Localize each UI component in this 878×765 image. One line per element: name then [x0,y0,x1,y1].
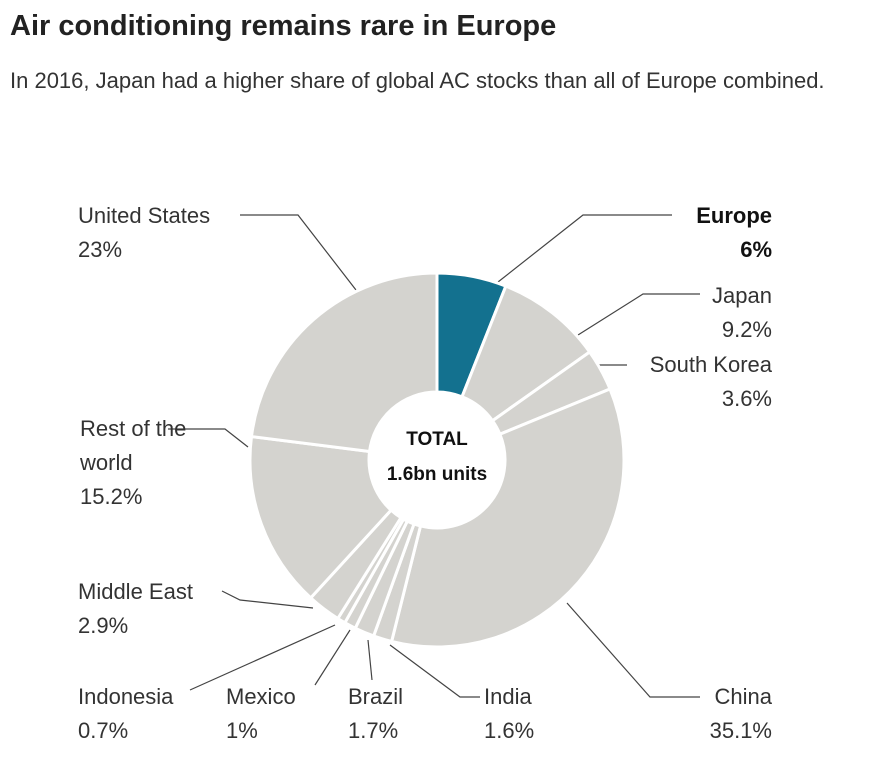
value-label: 0.7% [78,718,129,743]
slice-label: Japan 9.2% [712,279,772,347]
category-name: Indonesia [78,684,174,709]
value-label: 1% [226,718,258,743]
slice [248,434,394,601]
slice-label: United States 23% [78,199,210,267]
slice [389,387,626,649]
slice-label: Indonesia 0.7% [78,680,173,748]
value-label: 1.6% [484,718,535,743]
leader-lines [168,214,700,698]
value-label: 35.1% [709,718,772,743]
value-label: 6% [740,237,772,262]
center-label: 1.6bn units [387,464,487,485]
slices [248,271,626,649]
center-label: TOTAL [406,429,468,450]
slice-label: China 35.1% [710,680,772,748]
subtitle: In 2016, Japan had a higher share of glo… [10,68,825,93]
category-name: Middle East [78,579,193,604]
slice-label: Brazil 1.7% [348,680,403,748]
category-name: China [714,684,772,709]
title: Air conditioning remains rare in Europe [10,10,557,42]
category-name: Rest of the world [80,416,187,475]
value-label: 23% [78,237,123,262]
category-name: Mexico [226,684,296,709]
slice-label: Middle East 2.9% [78,575,193,643]
slice-label: India 1.6% [484,680,534,748]
value-label: 2.9% [78,613,129,638]
value-label: 1.7% [348,718,399,743]
slice-label: Rest of the world 15.2% [80,412,190,514]
category-name: Japan [712,283,772,308]
value-label: 9.2% [721,317,772,342]
slice-label: Europe 6% [696,199,772,267]
category-name: India [484,684,532,709]
value-label: 3.6% [721,386,772,411]
value-label: 15.2% [80,484,143,509]
category-name: Brazil [348,684,404,709]
slice-label: Mexico 1% [226,680,296,748]
category-name: United States [78,203,211,228]
slice [249,271,439,454]
slice-label: South Korea 3.6% [650,348,772,416]
category-name: Europe [696,203,772,228]
category-name: South Korea [649,352,772,377]
